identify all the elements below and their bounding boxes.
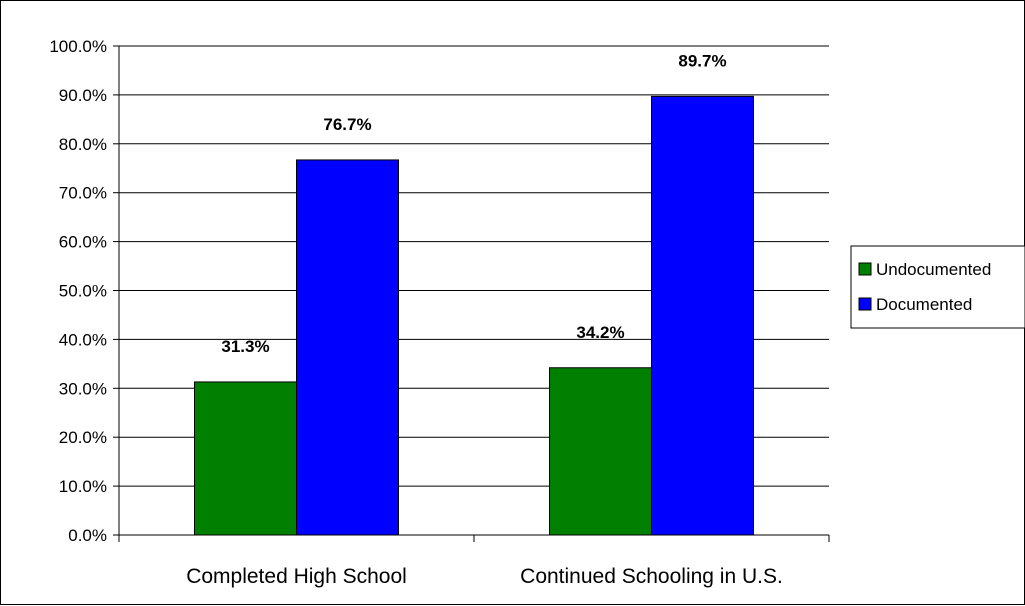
y-tick-label: 20.0% bbox=[59, 428, 107, 447]
y-tick-label: 60.0% bbox=[59, 233, 107, 252]
legend: Undocumented Documented bbox=[850, 245, 1025, 329]
y-tick-label: 40.0% bbox=[59, 330, 107, 349]
legend-label-documented: Documented bbox=[876, 295, 972, 314]
legend-swatch-undocumented bbox=[858, 262, 872, 276]
axes: 0.0% 10.0% 20.0% 30.0% 40.0% 50.0% 60.0% 70.0% 8… bbox=[49, 37, 830, 588]
legend-swatch-documented bbox=[858, 297, 872, 311]
y-tick-label: 30.0% bbox=[59, 379, 107, 398]
data-label: 31.3% bbox=[221, 337, 269, 356]
y-tick-label: 10.0% bbox=[59, 477, 107, 496]
data-labels: 31.3% 76.7% 34.2% 89.7% bbox=[221, 51, 726, 356]
y-tick-label: 50.0% bbox=[59, 282, 107, 301]
bar-undocumented-2 bbox=[549, 367, 652, 536]
y-tick-label: 100.0% bbox=[49, 37, 107, 56]
bar-documented-2 bbox=[651, 95, 754, 536]
data-label: 89.7% bbox=[678, 51, 726, 70]
data-label: 34.2% bbox=[576, 323, 624, 342]
y-tick-label: 80.0% bbox=[59, 135, 107, 154]
legend-box bbox=[850, 245, 1025, 329]
x-category-label: Completed High School bbox=[186, 565, 407, 588]
bars bbox=[194, 95, 754, 536]
data-label: 76.7% bbox=[323, 115, 371, 134]
bar-undocumented-1 bbox=[194, 381, 297, 536]
y-tick-label: 0.0% bbox=[68, 526, 107, 545]
x-category-label: Continued Schooling in U.S. bbox=[520, 565, 783, 588]
y-tick-label: 70.0% bbox=[59, 184, 107, 203]
y-tick-label: 90.0% bbox=[59, 86, 107, 105]
legend-label-undocumented: Undocumented bbox=[876, 260, 991, 279]
bar-documented-1 bbox=[296, 159, 399, 536]
